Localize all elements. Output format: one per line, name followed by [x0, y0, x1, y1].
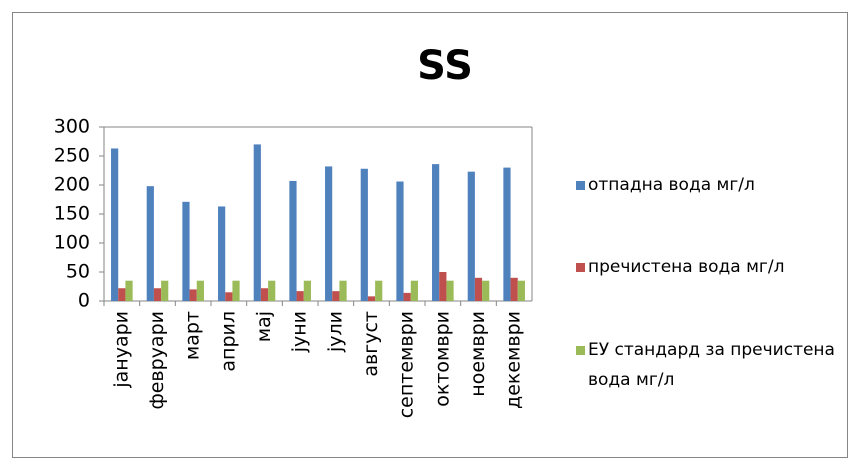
- legend-swatch: [576, 346, 585, 355]
- bar: [232, 280, 240, 301]
- bar: [296, 291, 304, 301]
- bar: [375, 280, 383, 301]
- y-tick-label: 0: [78, 290, 90, 312]
- bar: [510, 277, 518, 301]
- legend-swatch: [576, 263, 585, 272]
- x-tick-label: мај: [253, 311, 275, 342]
- bar: [474, 277, 483, 301]
- bar: [446, 280, 454, 301]
- bar: [517, 280, 525, 301]
- bar: [303, 280, 311, 301]
- legend-label: пречистена вода мг/л: [588, 257, 785, 277]
- y-tick-label: 250: [54, 145, 90, 167]
- bar: [367, 296, 376, 301]
- bar: [289, 180, 297, 301]
- bar: [225, 292, 233, 301]
- legend-item: отпадна вода мг/л: [576, 170, 846, 200]
- legend-item: пречистена вода мг/л: [576, 252, 846, 282]
- bar: [218, 206, 226, 301]
- bar: [403, 292, 411, 301]
- bar: [482, 280, 490, 301]
- bar: [439, 272, 447, 301]
- bar: [332, 291, 340, 301]
- chart-title: SS: [417, 43, 473, 89]
- y-tick-label: 50: [66, 261, 90, 283]
- bar: [260, 288, 269, 301]
- x-tick-label: јули: [324, 311, 346, 353]
- legend-label: ЕУ стандард за пречистена вода мг/л: [588, 340, 835, 390]
- bar: [360, 168, 368, 301]
- x-tick-label: август: [360, 311, 382, 377]
- y-tick-label: 300: [54, 116, 90, 138]
- bar: [268, 280, 276, 301]
- bar: [125, 280, 133, 301]
- bar: [161, 280, 169, 301]
- bar: [467, 171, 475, 301]
- y-tick-label: 200: [54, 174, 90, 196]
- x-tick-label: јануари: [110, 311, 132, 389]
- bar: [339, 280, 347, 301]
- x-tick-label: ноември: [467, 311, 489, 397]
- x-tick-label: октомври: [431, 311, 453, 407]
- bar: [196, 280, 204, 301]
- legend-item: ЕУ стандард за пречистена вода мг/л: [576, 335, 846, 395]
- bar: [118, 288, 126, 301]
- y-tick-label: 100: [54, 232, 90, 254]
- legend-swatch: [576, 181, 585, 190]
- bar: [189, 289, 197, 301]
- bar: [410, 280, 418, 301]
- x-tick-label: декември: [503, 311, 525, 409]
- x-tick-label: март: [182, 311, 204, 360]
- legend-label: отпадна вода мг/л: [588, 175, 755, 195]
- bar: [503, 167, 511, 301]
- x-tick-label: јуни: [289, 311, 311, 353]
- y-tick-label: 150: [54, 203, 90, 225]
- bar: [396, 181, 404, 301]
- bar: [253, 144, 261, 301]
- bar: [146, 186, 154, 301]
- bar: [182, 201, 190, 301]
- x-tick-label: февруари: [146, 311, 168, 410]
- x-tick-label: септември: [396, 311, 418, 418]
- bar: [111, 148, 119, 301]
- x-tick-label: април: [217, 311, 239, 372]
- bar: [432, 164, 440, 301]
- bar: [153, 288, 162, 301]
- bar: [325, 166, 333, 301]
